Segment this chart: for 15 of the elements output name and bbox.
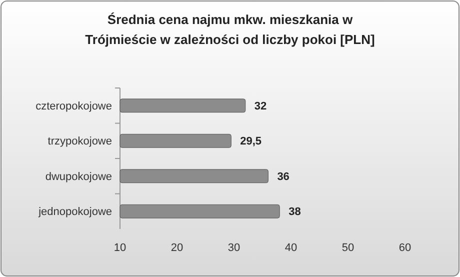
- x-tick-label: 40: [284, 242, 298, 254]
- data-label: 29,5: [240, 136, 262, 148]
- x-tick-label: 60: [398, 242, 412, 254]
- x-tick-label: 10: [114, 242, 126, 254]
- data-label: 36: [277, 170, 290, 183]
- x-tick-label: 50: [342, 242, 354, 254]
- chart-title: Średnia cena najmu mkw. mieszkania w Trójmieście w zależności od liczby pokoi [PLN]: [85, 12, 375, 47]
- y-tick-label: trzypokojowe: [48, 136, 112, 148]
- data-label: 32: [254, 100, 267, 112]
- data-label: 38: [288, 206, 301, 218]
- x-tick-label: 30: [228, 242, 240, 254]
- y-tick-label: dwupokojowe: [45, 170, 112, 183]
- y-tick-label: czteropokojowe: [36, 100, 112, 112]
- x-tick-label: 20: [170, 242, 184, 254]
- y-tick-label: jednopokojowe: [38, 206, 112, 218]
